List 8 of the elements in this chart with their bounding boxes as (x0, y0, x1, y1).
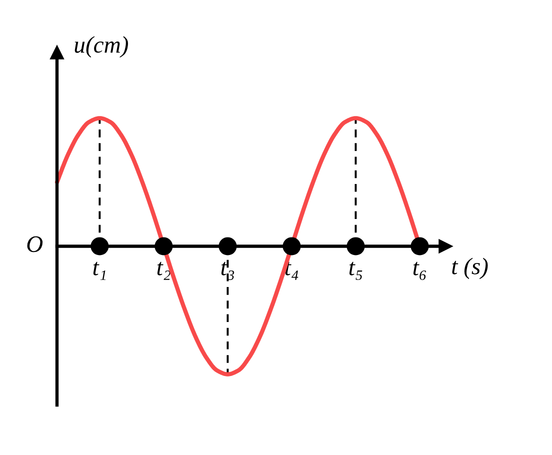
x-tick-label: t₁ (93, 262, 106, 280)
x-tick-label: t₃ (221, 262, 234, 280)
x-tick-label: t₂ (157, 262, 171, 280)
x-tick-label: t₅ (349, 262, 362, 280)
text: O (27, 236, 43, 252)
x-axis-title: t (s) (452, 258, 488, 280)
y-axis-title: u(cm) (74, 36, 128, 58)
x-tick-label: t₆ (413, 262, 426, 280)
